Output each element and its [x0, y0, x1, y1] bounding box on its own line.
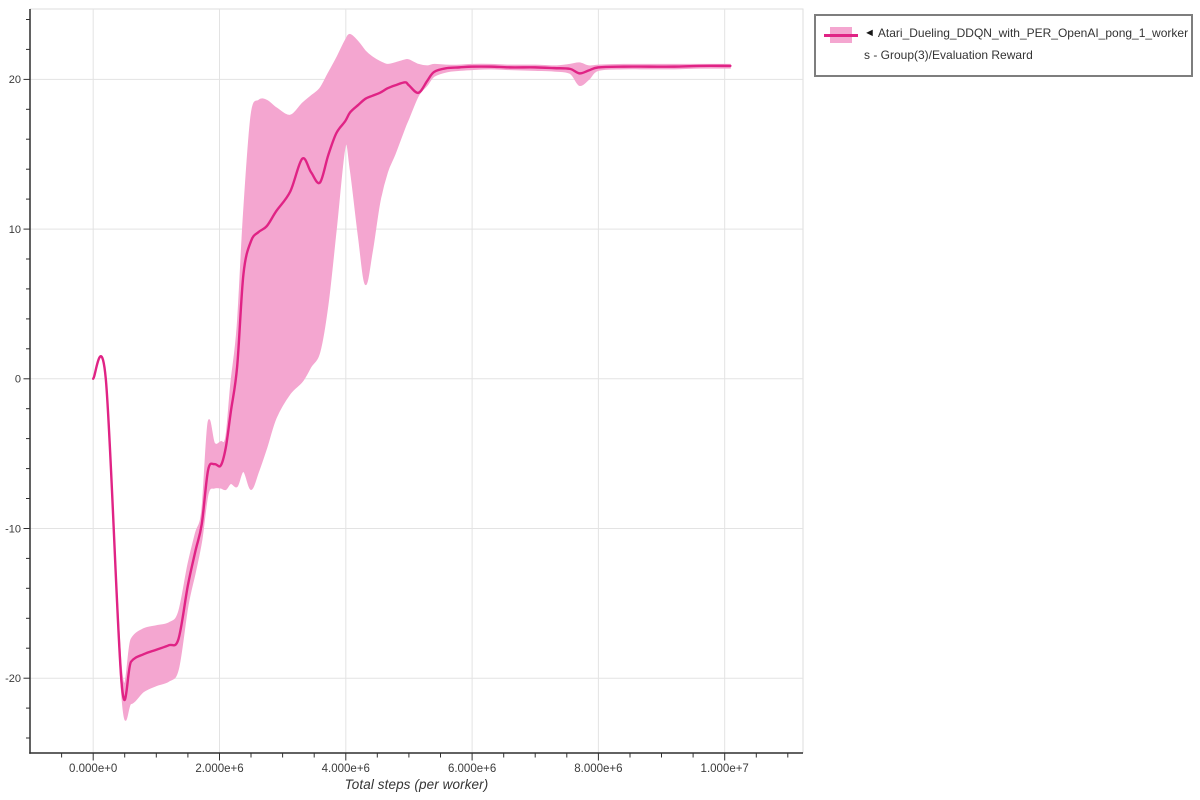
y-tick-label: -20	[5, 673, 21, 685]
x-tick-label: 0.000e+0	[69, 763, 117, 775]
x-tick-label: 1.000e+7	[701, 763, 749, 775]
legend-label-line1: Atari_Dueling_DDQN_with_PER_OpenAI_pong_…	[877, 26, 1189, 40]
y-tick-label: 20	[9, 74, 21, 86]
x-tick-label: 8.000e+6	[574, 763, 622, 775]
legend-label: ◄ Atari_Dueling_DDQN_with_PER_OpenAI_pon…	[864, 22, 1188, 66]
y-tick-label: -10	[5, 523, 21, 535]
y-tick-label: 10	[9, 224, 21, 236]
x-tick-label: 2.000e+6	[195, 763, 243, 775]
x-tick-label: 4.000e+6	[322, 763, 370, 775]
reward-line[interactable]	[91, 64, 732, 702]
plot-border	[30, 8, 804, 753]
x-axis-title: Total steps (per worker)	[344, 777, 489, 792]
legend-label-line2: s - Group(3)/Evaluation Reward	[864, 48, 1033, 62]
collapse-triangle-icon[interactable]: ◄	[864, 27, 875, 39]
y-tick-label: 0	[15, 374, 21, 386]
legend-series-swatch	[824, 26, 858, 44]
legend-line-swatch	[824, 34, 858, 37]
x-tick-label: 6.000e+6	[448, 763, 496, 775]
confidence-band	[92, 33, 731, 721]
legend[interactable]: ◄ Atari_Dueling_DDQN_with_PER_OpenAI_pon…	[814, 14, 1193, 77]
